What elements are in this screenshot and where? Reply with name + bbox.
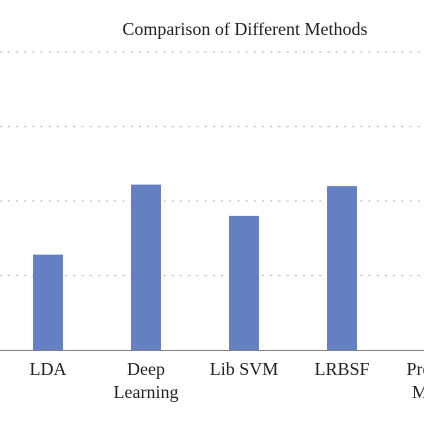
bar-1 [131,184,161,350]
x-tick-label-1-0: Deep [127,359,165,379]
bar-0 [33,254,63,350]
bars [33,184,357,350]
x-tick-label-0-0: LDA [30,359,67,379]
x-tick-label-2-0: Lib SVM [210,359,279,379]
chart-title: Comparison of Different Methods [122,19,367,39]
x-tick-labels: LDA Deep Learning Lib SVM LRBSF Proposed Metho… [30,359,424,402]
x-tick-label-1-1: Learning [114,382,179,402]
x-tick-label-4-0: Proposed [407,359,424,379]
x-tick-label-4-1: Method [412,382,424,402]
grid-lines [0,51,424,277]
bar-2 [229,215,259,350]
x-tick-label-3-0: LRBSF [314,359,369,379]
bar-3 [327,186,357,350]
